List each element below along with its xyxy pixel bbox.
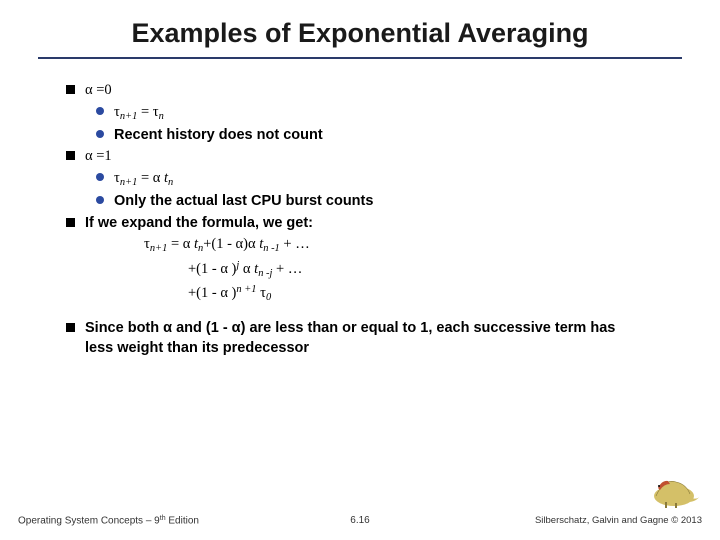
formula-line-1: τn+1 = α tn+(1 - α)α tn -1 + … — [144, 235, 682, 256]
text: +(1 - α )n +1 τ0 — [188, 285, 271, 301]
footer-center: 6.16 — [350, 515, 369, 526]
formula-line-2: +(1 - α )j α tn -j + … — [188, 258, 682, 280]
text: τn+1 = τn — [114, 104, 164, 120]
square-bullet-icon — [66, 151, 75, 160]
disc-bullet-icon — [96, 173, 104, 181]
sub-bullet-recent: Recent history does not count — [96, 126, 682, 146]
slide-title: Examples of Exponential Averaging — [38, 18, 682, 49]
bullet-expand: If we expand the formula, we get: — [66, 214, 682, 234]
text: α =0 — [85, 82, 112, 98]
square-bullet-icon — [66, 85, 75, 94]
square-bullet-icon — [66, 323, 75, 332]
footer-left: Operating System Concepts – 9th Edition — [18, 515, 199, 527]
sub-bullet-tau-eq: τn+1 = τn — [96, 103, 682, 124]
disc-bullet-icon — [96, 130, 104, 138]
dinosaur-icon — [646, 468, 702, 508]
text: Since both α and (1 - α) are less than o… — [85, 319, 645, 358]
title-rule — [38, 57, 682, 59]
text: α =1 — [85, 148, 112, 164]
text: τn+1 = α tn — [114, 170, 173, 186]
square-bullet-icon — [66, 218, 75, 227]
text: τn+1 = α tn+(1 - α)α tn -1 + … — [144, 236, 310, 252]
sub-bullet-only-actual: Only the actual last CPU burst counts — [96, 192, 682, 212]
disc-bullet-icon — [96, 107, 104, 115]
bullet-since-both: Since both α and (1 - α) are less than o… — [66, 319, 682, 358]
content-area: α =0 τn+1 = τn Recent history does not c… — [38, 81, 682, 358]
sub-bullet-tau-eq2: τn+1 = α tn — [96, 169, 682, 190]
text: Recent history does not count — [114, 127, 323, 143]
text: +(1 - α )j α tn -j + … — [188, 261, 302, 277]
slide: Examples of Exponential Averaging α =0 τ… — [0, 0, 720, 540]
formula-line-3: +(1 - α )n +1 τ0 — [188, 283, 682, 305]
disc-bullet-icon — [96, 196, 104, 204]
footer-right: Silberschatz, Galvin and Gagne © 2013 — [535, 515, 702, 526]
bullet-alpha-0: α =0 — [66, 81, 682, 101]
bullet-alpha-1: α =1 — [66, 147, 682, 167]
text: If we expand the formula, we get: — [85, 215, 313, 231]
text: Only the actual last CPU burst counts — [114, 193, 373, 209]
